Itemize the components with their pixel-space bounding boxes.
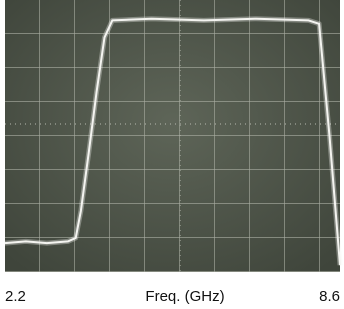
x-tick-label: 2.2 [5,288,26,305]
graticule [5,0,340,272]
x-tick-label: 8.6 [319,288,340,305]
chart: Freq. (GHz) 2.2 8.6 [0,0,344,309]
x-axis-label: Freq. (GHz) [145,288,224,305]
